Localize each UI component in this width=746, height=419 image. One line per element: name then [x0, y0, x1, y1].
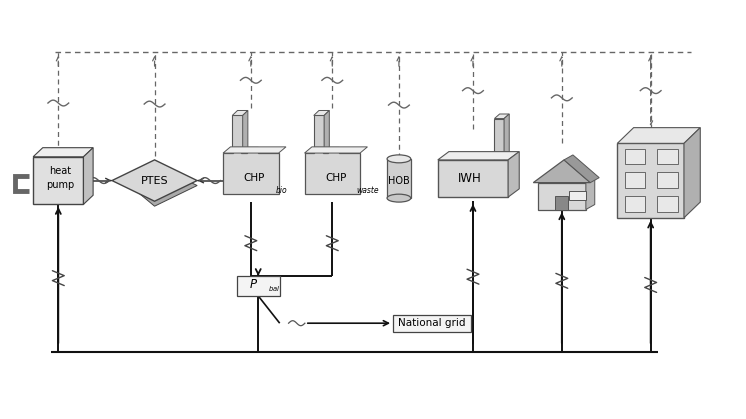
Polygon shape [304, 147, 360, 194]
FancyBboxPatch shape [657, 149, 678, 164]
FancyBboxPatch shape [538, 183, 586, 210]
Polygon shape [232, 111, 248, 116]
FancyBboxPatch shape [438, 160, 508, 197]
Polygon shape [223, 147, 286, 153]
Text: CHP: CHP [325, 173, 347, 184]
Polygon shape [242, 111, 248, 159]
FancyBboxPatch shape [569, 191, 586, 200]
Polygon shape [438, 152, 519, 160]
Text: waste: waste [357, 186, 379, 194]
Polygon shape [84, 147, 93, 204]
Polygon shape [504, 114, 510, 160]
Polygon shape [223, 147, 278, 194]
Ellipse shape [387, 155, 411, 163]
Polygon shape [508, 152, 519, 197]
Text: CHP: CHP [244, 173, 266, 184]
FancyBboxPatch shape [624, 149, 645, 164]
Text: bio: bio [275, 186, 287, 194]
Text: HOB: HOB [388, 176, 410, 186]
Polygon shape [33, 147, 93, 157]
FancyBboxPatch shape [555, 196, 568, 210]
Polygon shape [130, 165, 197, 206]
Text: PTES: PTES [141, 176, 169, 186]
Text: $_{bal}$: $_{bal}$ [268, 284, 280, 294]
Ellipse shape [387, 194, 411, 202]
FancyBboxPatch shape [236, 276, 280, 296]
Polygon shape [564, 155, 599, 183]
FancyBboxPatch shape [232, 116, 242, 159]
FancyBboxPatch shape [393, 315, 471, 332]
Polygon shape [314, 111, 329, 116]
FancyBboxPatch shape [495, 119, 504, 160]
Text: heat
pump: heat pump [46, 166, 75, 190]
FancyBboxPatch shape [33, 157, 84, 204]
Polygon shape [112, 160, 197, 201]
Polygon shape [495, 114, 510, 119]
FancyBboxPatch shape [657, 172, 678, 188]
Polygon shape [324, 111, 329, 159]
FancyBboxPatch shape [624, 196, 645, 212]
FancyBboxPatch shape [624, 172, 645, 188]
FancyBboxPatch shape [314, 116, 324, 159]
FancyBboxPatch shape [618, 143, 684, 218]
Text: IWH: IWH [457, 172, 481, 185]
FancyBboxPatch shape [387, 159, 411, 198]
FancyBboxPatch shape [657, 196, 678, 212]
Polygon shape [684, 128, 700, 218]
Polygon shape [533, 160, 590, 183]
Polygon shape [304, 147, 368, 153]
Text: $P$: $P$ [249, 278, 258, 291]
Polygon shape [618, 128, 700, 143]
Text: National grid: National grid [398, 318, 466, 328]
Polygon shape [586, 178, 595, 210]
